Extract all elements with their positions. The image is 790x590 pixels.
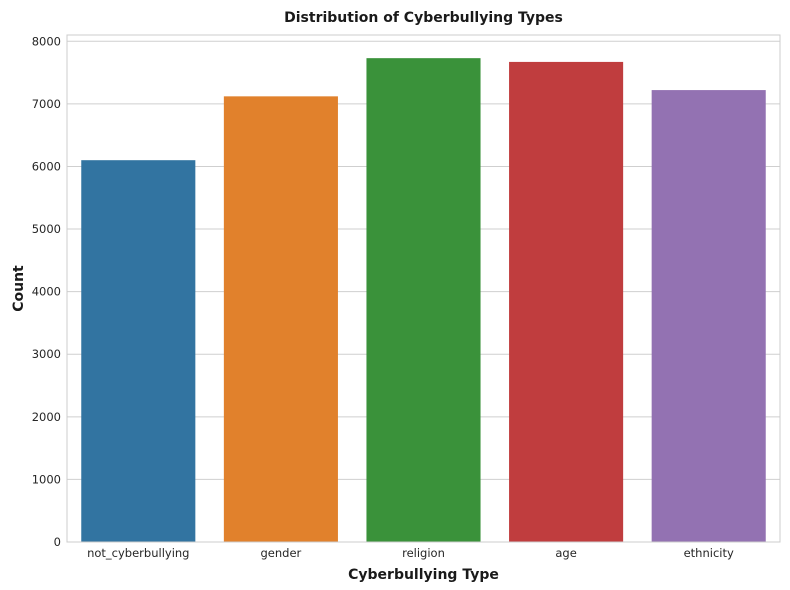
x-tick-labels: not_cyberbullying gender religion age ethnic… <box>87 546 734 560</box>
y-tick-label: 0 <box>54 535 61 549</box>
y-tick-label: 5000 <box>32 222 61 236</box>
bar-not-cyberbullying <box>81 160 196 542</box>
y-tick-label: 3000 <box>32 347 61 361</box>
x-axis-label: Cyberbullying Type <box>348 567 499 583</box>
bars <box>81 58 766 542</box>
x-tick-label: age <box>555 546 576 560</box>
x-tick-label: not_cyberbullying <box>87 546 189 560</box>
y-tick-labels: 0 1000 2000 3000 4000 5000 6000 7000 8000 <box>32 34 61 549</box>
y-tick-label: 8000 <box>32 34 61 48</box>
y-tick-label: 1000 <box>32 472 61 486</box>
y-tick-label: 2000 <box>32 410 61 424</box>
x-tick-label: gender <box>261 546 302 560</box>
x-tick-label: ethnicity <box>684 546 734 560</box>
y-axis-label: Count <box>11 265 27 312</box>
bar-ethnicity <box>651 90 766 542</box>
plot-frame <box>66 34 781 543</box>
bar-age <box>509 61 624 542</box>
y-tick-label: 6000 <box>32 159 61 173</box>
bar-gender <box>223 96 338 542</box>
y-tick-label: 4000 <box>32 285 61 299</box>
bar-religion <box>366 58 481 542</box>
chart-title: Distribution of Cyberbullying Types <box>284 10 563 26</box>
y-tick-label: 7000 <box>32 97 61 111</box>
x-tick-label: religion <box>402 546 445 560</box>
